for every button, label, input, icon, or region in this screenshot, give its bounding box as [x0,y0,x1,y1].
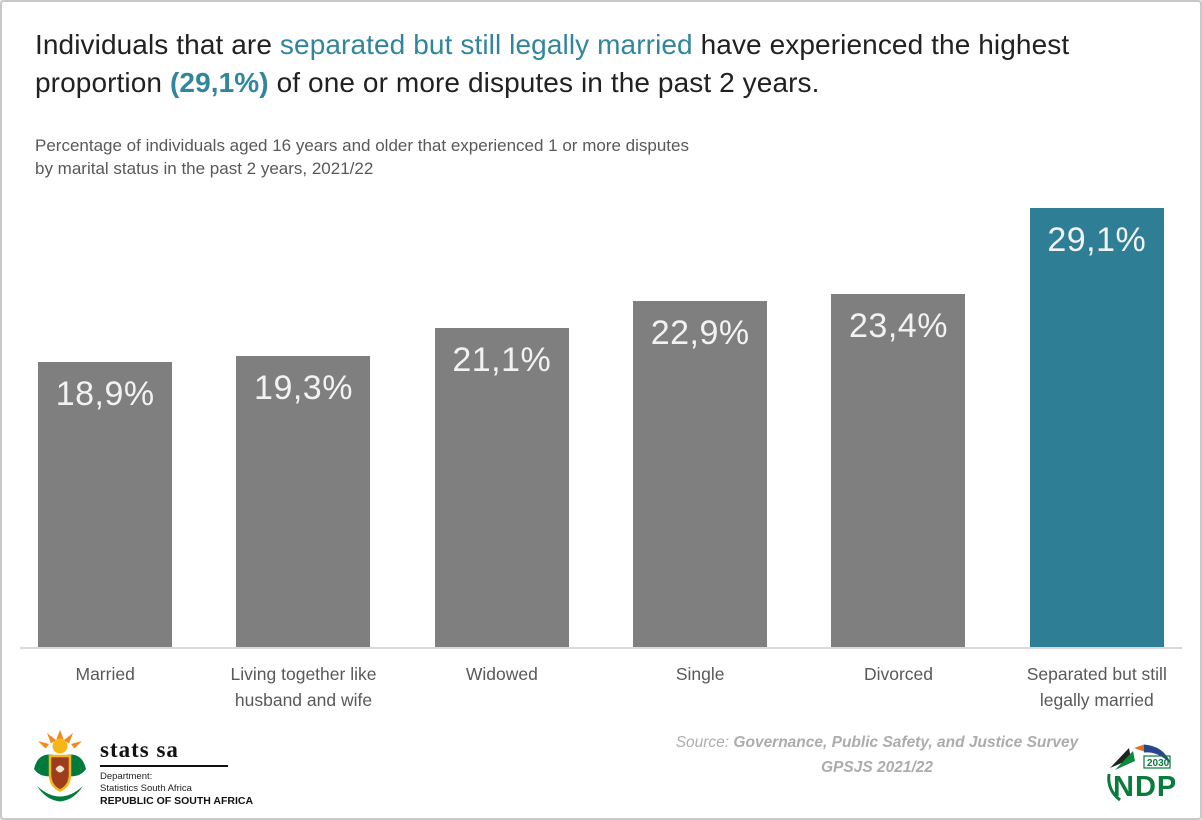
bar-column-5: 23,4% [799,194,997,647]
ndp-year-text: 2030 [1147,758,1170,769]
x-axis-line [20,647,1182,649]
statssa-dept-name: Statistics South Africa [100,783,192,794]
statssa-logo: stats sa Department: Statistics South Af… [32,730,253,808]
headline-highlight-value: (29,1%) [169,67,269,98]
category-label-6: Separated but still legally married [1026,664,1167,710]
category-label-5: Divorced [863,664,933,684]
bar-6: 29,1% [1029,208,1164,647]
ndp-label-text: NDP [1113,771,1177,803]
ndp-2030-logo-icon: 2030 NDP [1107,744,1177,803]
statssa-wordmark: stats sa Department: Statistics South Af… [100,730,253,808]
subtitle-line-1: Percentage of individuals aged 16 years … [35,136,689,155]
source-prefix: Source: [675,734,730,751]
bar-value-label-1: 18,9% [55,375,155,413]
footer: stats sa Department: Statistics South Af… [2,728,1200,818]
statssa-divider [100,765,228,767]
chart-subtitle: Percentage of individuals aged 16 years … [35,134,935,180]
statssa-country: REPUBLIC OF SOUTH AFRICA [100,795,254,807]
source-survey-name: Governance, Public Safety, and Justice S… [733,734,1079,751]
category-label-2: Living together like husband and wife [230,664,377,710]
source-line-1: Source: Governance, Public Safety, and J… [612,730,1142,755]
chart-headline: Individuals that are separated but still… [35,26,1175,102]
bar-column-1: 18,9% [6,194,204,647]
statssa-brand-name: stats sa [100,737,179,762]
category-label-3: Widowed [465,664,538,684]
x-axis-category-labels: Married Living together like husband and … [6,661,1196,713]
statssa-dept-label: Department: [100,771,153,782]
bar-column-3: 21,1% [403,194,601,647]
bar-value-label-5: 23,4% [849,307,948,345]
bar-column-2: 19,3% [204,194,402,647]
bar-3: 21,1% [434,328,569,647]
subtitle-line-2: by marital status in the past 2 years, 2… [35,159,374,178]
headline-highlight-category: separated but still legally married [279,29,693,60]
headline-text: of one or more disputes in the past 2 ye… [268,67,820,98]
bar-1: 18,9% [38,362,173,647]
bar-chart-plot-area: 18,9% 19,3% 21,1% 22,9% 23,4% 29,1% [6,194,1196,647]
category-label-1: Married [75,664,135,684]
source-attribution: Source: Governance, Public Safety, and J… [612,730,1142,780]
bar-value-label-6: 29,1% [1047,221,1147,259]
bar-value-label-3: 21,1% [452,341,552,379]
bar-4: 22,9% [633,301,768,647]
south-africa-coat-of-arms-icon [34,730,86,802]
headline-text: have experienced the highest proportion [35,29,1070,98]
bar-column-4: 22,9% [601,194,799,647]
headline-text: Individuals that are [35,29,280,60]
category-label-4: Single [675,664,725,684]
bar-value-label-4: 22,9% [650,314,750,352]
bar-column-6: 29,1% [998,194,1196,647]
source-line-2: GPSJS 2021/22 [820,759,934,776]
bar-value-label-2: 19,3% [254,369,353,407]
bar-5: 23,4% [831,294,966,647]
bar-2: 19,3% [236,356,371,647]
